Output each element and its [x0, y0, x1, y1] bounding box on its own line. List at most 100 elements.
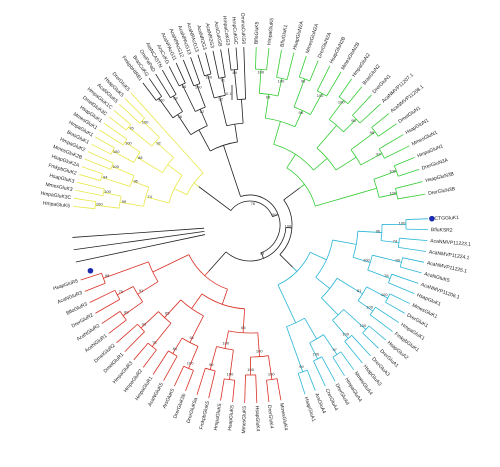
cyan-branch — [332, 319, 349, 339]
black-arc — [226, 122, 244, 127]
red-leaf-label: DrerGluK5b — [172, 393, 187, 420]
cyan-branch — [352, 256, 371, 264]
yellow-branch — [119, 201, 144, 207]
cyan-branch — [340, 351, 354, 370]
cyan-branch — [375, 306, 400, 323]
cyan-branch — [277, 284, 284, 296]
red-bootstrap: 89 — [124, 309, 129, 314]
red-branch — [142, 349, 157, 368]
green-branch — [293, 78, 305, 108]
cyan-arc — [362, 325, 370, 334]
red-arc — [228, 330, 258, 334]
red-bootstrap: 65 — [165, 311, 170, 316]
black-branch — [234, 124, 238, 142]
black-bootstrap: 89 — [233, 70, 238, 75]
green-branch — [277, 78, 283, 97]
green-branch — [286, 154, 296, 169]
yellow-branch — [91, 143, 112, 155]
yellow-branch — [73, 197, 96, 203]
black-leaf-label: HmpCuKGC — [230, 17, 238, 46]
black-branch — [182, 59, 195, 87]
marker-dot — [429, 215, 435, 222]
cyan-bootstrap: 100 — [360, 323, 367, 328]
singleton-branch — [73, 231, 205, 251]
black-leaf-label: AcaCuKGB — [213, 21, 223, 48]
cyan-branch — [366, 286, 388, 299]
red-branch — [152, 350, 169, 375]
backbone-branch — [260, 252, 264, 259]
green-branch — [335, 156, 357, 171]
red-arc — [119, 311, 127, 321]
cyan-bootstrap: 100 — [366, 305, 373, 310]
red-bootstrap: 99 — [209, 362, 214, 367]
cyan-branch — [292, 343, 304, 372]
green-branch — [347, 86, 363, 104]
bootstrap-values: 100 100 99 100 100 95 95 93 100 100 99 98 100 74 99 76 1… — [96, 69, 406, 376]
yellow-arc — [102, 188, 105, 196]
green-branch — [258, 69, 262, 94]
green-branch — [316, 65, 331, 92]
cyan-bootstrap: 100 — [342, 331, 349, 336]
yellow-branch — [75, 189, 103, 197]
red-bootstrap: 93 — [142, 321, 147, 326]
red-branch — [80, 272, 102, 281]
backbone-bootstrap: 98 — [260, 251, 265, 256]
red-bootstrap: 100 — [268, 372, 275, 377]
yellow-branch — [136, 156, 163, 173]
red-branch — [108, 319, 127, 334]
red-branch — [268, 355, 273, 380]
black-branch — [168, 66, 180, 87]
yellow-branch — [167, 164, 183, 176]
backbone-arc — [230, 200, 273, 217]
cyan-branch — [391, 273, 419, 284]
yellow-leaf-label: HmpaGluK5 — [43, 201, 71, 210]
green-bootstrap: 95 — [351, 118, 356, 123]
yellow-bootstrap: 96 — [133, 178, 138, 183]
leaf-labels: BfloGluK5 HmpaGluK5 BfluGluK1 HsapGluN2A Mme… — [40, 13, 471, 434]
red-branch — [224, 330, 229, 349]
yellow-branch — [108, 116, 127, 131]
cyan-branch — [321, 297, 339, 316]
black-bootstrap: 66 — [182, 84, 187, 89]
green-branch — [397, 193, 426, 200]
red-leaf-label: MmesGluK4 — [278, 403, 289, 431]
singleton-branch — [72, 227, 205, 238]
yellow-branch — [145, 108, 162, 128]
yellow-stem — [193, 182, 200, 187]
red-leaf-label: FmkpbGluK5 — [199, 400, 212, 430]
red-branch — [95, 299, 120, 314]
green-arc — [373, 179, 380, 198]
yellow-leaf-label: MmesGluK3 — [45, 182, 73, 193]
red-branch — [188, 346, 199, 369]
cyan-arc — [332, 351, 342, 358]
green-branch — [352, 94, 372, 116]
black-branch — [155, 73, 171, 99]
black-arc — [170, 94, 177, 99]
yellow-branch — [95, 204, 120, 209]
green-bootstrap: 99 — [301, 79, 306, 84]
black-branch — [241, 99, 244, 124]
red-stem — [204, 270, 210, 277]
green-leaf-label: BfloGluK5 — [254, 21, 261, 44]
cyan-branch — [367, 269, 391, 279]
green-branch — [315, 202, 326, 207]
backbone-bootstrap: 76 — [251, 201, 256, 206]
cyan-bootstrap: 100 — [313, 351, 320, 356]
red-branch — [276, 378, 282, 401]
black-leaf-label: HmpaCuKG3 — [221, 16, 231, 46]
cyan-branch — [309, 342, 319, 360]
yellow-arc — [143, 187, 150, 207]
tree-branches — [72, 47, 428, 403]
black-branch — [158, 98, 174, 119]
green-branch — [359, 103, 381, 124]
green-arc — [293, 106, 311, 115]
cyan-branch — [399, 237, 428, 242]
cyan-leaf-label: HsapGluA1 — [303, 396, 317, 422]
black-arc — [230, 69, 238, 71]
black-branch — [197, 54, 205, 76]
red-bootstrap: 91 — [189, 335, 194, 340]
yellow-branch — [95, 136, 115, 149]
yellow-branch — [131, 180, 149, 188]
red-branch — [208, 370, 216, 399]
yellow-bootstrap: 100 — [104, 189, 111, 194]
